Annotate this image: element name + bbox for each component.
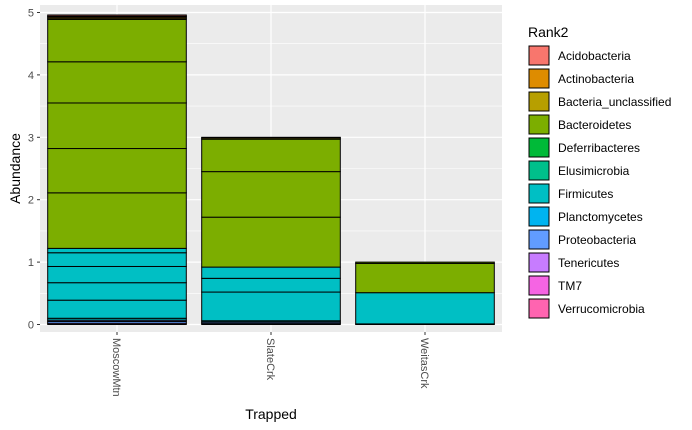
bar-segment bbox=[201, 291, 341, 322]
bars bbox=[47, 14, 495, 326]
bar-segment bbox=[201, 171, 341, 218]
bar-segment bbox=[201, 138, 341, 173]
legend-swatch bbox=[528, 160, 550, 181]
legend-label: Planctomycetes bbox=[558, 210, 643, 224]
bar-segment bbox=[201, 136, 341, 139]
legend-label: TM7 bbox=[558, 279, 582, 293]
legend-label: Deferribacteres bbox=[558, 141, 640, 155]
bar-segment bbox=[47, 192, 187, 249]
bar-segment bbox=[201, 277, 341, 293]
legend-label: Acidobacteria bbox=[558, 49, 631, 63]
bar-segment bbox=[47, 18, 187, 63]
y-tick-label: 2 bbox=[28, 195, 34, 207]
bar-segment bbox=[47, 102, 187, 150]
legend-label: Bacteroidetes bbox=[558, 118, 631, 132]
bar-segment bbox=[47, 252, 187, 267]
legend-title: Rank2 bbox=[528, 24, 569, 40]
y-axis: 0 1 2 3 4 5 bbox=[28, 7, 40, 332]
legend-swatch bbox=[528, 91, 550, 112]
legend-swatch bbox=[528, 68, 550, 89]
legend-label: Bacteria_unclassified bbox=[558, 95, 671, 109]
x-tick-label: MoscowMtn bbox=[110, 338, 122, 397]
bar-segment bbox=[47, 148, 187, 194]
legend-swatch bbox=[528, 252, 550, 273]
bar-segment bbox=[47, 282, 187, 301]
legend-label: Proteobacteria bbox=[558, 233, 636, 247]
x-tick-label: WeitasCrk bbox=[418, 338, 430, 389]
bar-segment bbox=[201, 216, 341, 268]
legend-swatch bbox=[528, 206, 550, 227]
bar-segment bbox=[201, 266, 341, 279]
y-tick-label: 3 bbox=[28, 132, 34, 144]
legend-swatch bbox=[528, 298, 550, 319]
bar-segment bbox=[47, 14, 187, 17]
legend: Rank2 Acidobacteria Actinobacteria Bacteri… bbox=[528, 24, 671, 319]
legend-label: Elusimicrobia bbox=[558, 164, 630, 178]
bar-segment bbox=[47, 265, 187, 284]
y-tick-label: 1 bbox=[28, 257, 34, 269]
x-axis: MoscowMtn SlateCrk WeitasCrk bbox=[110, 332, 430, 397]
legend-swatch bbox=[528, 275, 550, 296]
legend-swatch bbox=[528, 183, 550, 204]
legend-label: Firmicutes bbox=[558, 187, 613, 201]
bar-segment bbox=[355, 262, 495, 294]
bar-segment bbox=[355, 261, 495, 264]
legend-swatch bbox=[528, 137, 550, 158]
legend-swatch bbox=[528, 45, 550, 66]
y-tick-label: 5 bbox=[28, 7, 34, 19]
legend-label: Tenericutes bbox=[558, 256, 619, 270]
bar-segment bbox=[47, 247, 187, 254]
legend-label: Verrucomicrobia bbox=[558, 302, 645, 316]
bar-segment bbox=[47, 61, 187, 104]
x-axis-title: Trapped bbox=[245, 406, 297, 422]
bar-segment bbox=[47, 299, 187, 319]
y-axis-title: Abundance bbox=[7, 133, 23, 204]
legend-swatch bbox=[528, 229, 550, 250]
x-tick-label: SlateCrk bbox=[264, 338, 276, 381]
y-tick-label: 4 bbox=[28, 70, 34, 82]
legend-swatch bbox=[528, 114, 550, 135]
y-tick-label: 0 bbox=[28, 320, 34, 332]
legend-label: Actinobacteria bbox=[558, 72, 634, 86]
bar-segment bbox=[355, 292, 495, 325]
